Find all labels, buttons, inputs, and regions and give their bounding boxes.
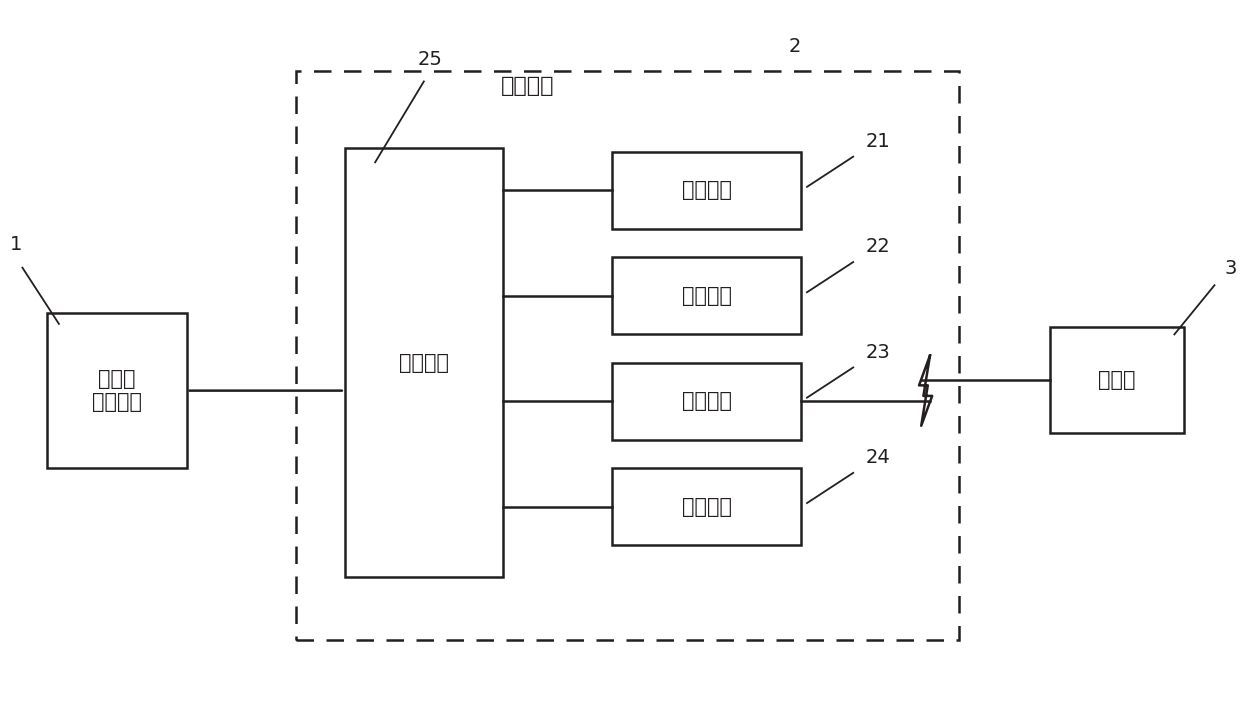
Text: 储存单元: 储存单元: [682, 181, 732, 201]
Text: 21: 21: [866, 132, 890, 151]
Text: 跨颅电
刺激装置: 跨颅电 刺激装置: [92, 369, 141, 412]
Text: 通讯单元: 通讯单元: [682, 391, 732, 411]
Text: 1: 1: [10, 235, 22, 254]
Bar: [613, 151, 801, 229]
Bar: [613, 363, 801, 440]
Bar: [296, 71, 959, 640]
Bar: [345, 148, 503, 577]
Text: 22: 22: [866, 237, 890, 257]
Text: 2: 2: [789, 37, 801, 56]
Text: 伺服器: 伺服器: [1099, 370, 1136, 390]
Text: 监控装置: 监控装置: [501, 75, 554, 95]
Text: 23: 23: [866, 343, 890, 362]
Text: 24: 24: [866, 448, 890, 467]
Text: 输入单元: 输入单元: [682, 286, 732, 306]
Bar: [613, 468, 801, 545]
Text: 处理单元: 处理单元: [399, 353, 449, 373]
Text: 3: 3: [1224, 260, 1236, 278]
Bar: [1050, 327, 1184, 433]
Bar: [613, 257, 801, 334]
Text: 25: 25: [418, 50, 443, 69]
Bar: [47, 314, 187, 468]
Text: 提示单元: 提示单元: [682, 496, 732, 517]
